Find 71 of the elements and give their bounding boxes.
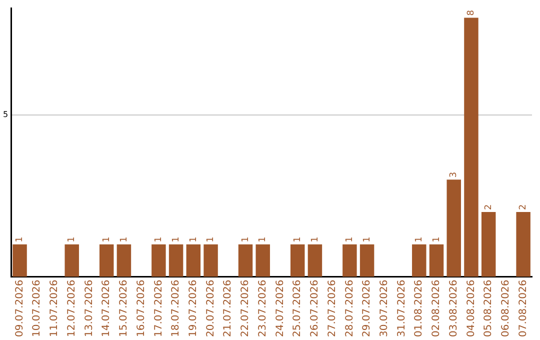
- x-tick-label: 31.07.2026: [396, 280, 408, 338]
- bar: [290, 244, 305, 277]
- data-label: 3: [449, 172, 460, 178]
- x-tick-label: 13.07.2026: [84, 280, 95, 338]
- data-label: 1: [67, 236, 78, 242]
- bar: [116, 244, 132, 277]
- bar: [238, 244, 253, 277]
- x-tick-label: 21.07.2026: [222, 280, 234, 338]
- bar: [342, 244, 357, 277]
- data-label: 1: [188, 236, 199, 242]
- bar: [204, 244, 218, 277]
- x-tick-label: 01.08.2026: [414, 280, 425, 338]
- x-tick-label: 27.07.2026: [326, 280, 338, 338]
- bar: [168, 244, 184, 277]
- x-tick-label: 19.07.2026: [188, 280, 199, 338]
- data-label: 1: [258, 236, 268, 242]
- x-tick-label: 14.07.2026: [101, 280, 112, 338]
- bar: [308, 244, 322, 277]
- data-label: 1: [240, 236, 251, 242]
- x-tick-label: 26.07.2026: [310, 280, 321, 338]
- x-tick-label: 04.08.2026: [466, 280, 477, 338]
- data-label: 1: [119, 236, 130, 242]
- x-tick-label: 20.07.2026: [205, 280, 216, 338]
- x-tick-label: 24.07.2026: [274, 280, 286, 338]
- x-tick-label: 11.07.2026: [49, 280, 60, 338]
- bar: [412, 244, 426, 277]
- bar: [99, 244, 114, 277]
- bar: [516, 212, 530, 277]
- bar: [186, 244, 201, 277]
- x-tick-label: 25.07.2026: [292, 280, 304, 338]
- bar: [12, 244, 27, 277]
- bar: [360, 244, 374, 277]
- data-label: 1: [362, 236, 372, 242]
- bar: [429, 244, 444, 277]
- x-tick-label: 10.07.2026: [32, 280, 43, 338]
- data-label: 1: [154, 236, 164, 242]
- data-label: 1: [15, 236, 26, 242]
- data-label: 2: [484, 204, 494, 210]
- bar: [481, 212, 496, 277]
- bar: [446, 180, 461, 277]
- data-label: 1: [345, 236, 356, 242]
- x-tick-label: 28.07.2026: [344, 280, 356, 338]
- data-label: 1: [171, 236, 182, 242]
- x-tick-label: 02.08.2026: [431, 280, 442, 338]
- bar: [464, 18, 478, 277]
- data-label: 1: [292, 236, 303, 242]
- bar: [152, 244, 166, 277]
- data-label: 1: [102, 236, 112, 242]
- x-tick-label: 06.08.2026: [500, 280, 512, 338]
- data-label: 1: [414, 236, 424, 242]
- x-tick-label: 07.08.2026: [518, 280, 529, 338]
- x-tick-label: 29.07.2026: [362, 280, 373, 338]
- x-tick-label: 15.07.2026: [118, 280, 130, 338]
- x-tick-label: 22.07.2026: [240, 280, 252, 338]
- x-tick-label: 05.08.2026: [483, 280, 494, 338]
- y-tick-label: 5: [2, 110, 8, 119]
- x-tick-label: 30.07.2026: [379, 280, 390, 338]
- x-tick-label: 09.07.2026: [14, 280, 26, 338]
- data-label: 2: [518, 204, 529, 210]
- x-tick-label: 16.07.2026: [136, 280, 147, 338]
- x-tick-label: 17.07.2026: [153, 280, 164, 338]
- bar: [64, 244, 79, 277]
- bar: [256, 244, 270, 277]
- data-label: 1: [206, 236, 216, 242]
- x-tick-label: 18.07.2026: [170, 280, 182, 338]
- data-label: 1: [310, 236, 320, 242]
- x-tick-label: 23.07.2026: [257, 280, 268, 338]
- data-label: 1: [432, 236, 442, 242]
- data-label: 8: [466, 10, 477, 16]
- x-tick-label: 03.08.2026: [448, 280, 460, 338]
- x-tick-label: 12.07.2026: [66, 280, 78, 338]
